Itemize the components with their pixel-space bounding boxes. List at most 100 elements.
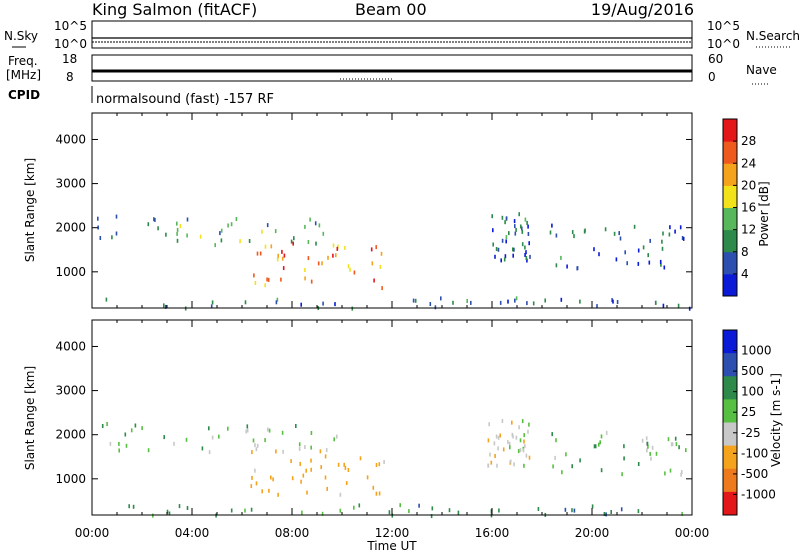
- echo-cell: [141, 426, 143, 431]
- y-tick-label: 2000: [55, 428, 86, 442]
- echo-cell: [457, 510, 460, 515]
- echo-cell: [675, 442, 678, 447]
- echo-cell: [254, 443, 256, 448]
- echo-cell: [261, 229, 263, 234]
- echo-cell: [307, 256, 310, 261]
- echo-cell: [528, 241, 530, 246]
- echo-cell: [353, 505, 355, 510]
- echo-cell: [526, 220, 528, 225]
- echo-cell: [501, 419, 504, 423]
- echo-cell: [509, 459, 512, 464]
- echo-cell: [298, 446, 301, 451]
- echo-cell: [125, 443, 128, 448]
- echo-cell: [105, 297, 108, 302]
- echo-cell: [659, 259, 662, 264]
- echo-cell: [604, 227, 607, 232]
- x-tick-label: 00:00: [675, 526, 710, 540]
- echo-cell: [521, 229, 524, 234]
- echo-cell: [318, 223, 321, 228]
- echo-cell: [434, 305, 437, 310]
- echo-cell: [616, 300, 619, 304]
- echo-cell: [681, 236, 684, 240]
- echo-cell: [489, 452, 491, 457]
- echo-cell: [650, 456, 652, 461]
- echo-cell: [333, 437, 335, 442]
- echo-cell: [178, 504, 181, 509]
- echo-cell: [521, 226, 523, 231]
- echo-cell: [662, 231, 664, 236]
- echo-cell: [186, 233, 188, 238]
- echo-cell: [164, 304, 167, 309]
- echo-cell: [310, 458, 312, 463]
- echo-cell: [319, 449, 322, 454]
- echo-cell: [343, 462, 345, 467]
- echo-cell: [500, 258, 502, 263]
- x-tick-label: 00:00: [75, 526, 110, 540]
- echo-cell: [671, 442, 674, 447]
- echo-cell: [336, 246, 339, 251]
- echo-cell: [326, 486, 328, 491]
- echo-cell: [664, 471, 666, 476]
- echo-cell: [166, 509, 169, 514]
- echo-cell: [186, 217, 189, 222]
- echo-cell: [591, 504, 594, 509]
- echo-cell: [512, 434, 514, 439]
- echo-cell: [524, 253, 526, 257]
- echo-cell: [351, 306, 354, 311]
- echo-cell: [334, 302, 336, 307]
- colorbar-tick-label: -100: [741, 446, 768, 460]
- echo-cell: [115, 214, 118, 219]
- echo-cell: [230, 508, 233, 513]
- frequency-strip: Freq. [MHz] 18 8 60 0 Nave: [6, 52, 777, 85]
- echo-cell: [524, 444, 526, 449]
- echo-cell: [505, 216, 508, 221]
- echo-cell: [244, 508, 246, 513]
- echo-region: [250, 449, 385, 497]
- echo-cell: [505, 235, 508, 239]
- echo-cell: [518, 212, 520, 217]
- freq-unit-label: [MHz]: [6, 68, 41, 82]
- echo-cell: [549, 230, 552, 235]
- echo-region: [101, 422, 338, 455]
- echo-cell: [99, 236, 102, 240]
- echo-cell: [109, 441, 112, 446]
- echo-cell: [646, 448, 648, 453]
- y-tick-label: 3000: [55, 177, 86, 191]
- echo-cell: [277, 253, 279, 258]
- echo-cell: [488, 422, 490, 427]
- echo-cell: [494, 454, 496, 458]
- echo-cell: [325, 448, 328, 453]
- echo-cell: [571, 464, 573, 469]
- echo-cell: [528, 422, 530, 427]
- echo-cell: [663, 265, 666, 270]
- echo-cell: [573, 234, 575, 239]
- echo-cell: [655, 451, 658, 456]
- echo-cell: [515, 227, 517, 232]
- colorbar-swatch: [723, 353, 737, 377]
- echo-cell: [300, 479, 302, 484]
- echo-cell: [661, 246, 664, 251]
- echo-cell: [647, 253, 649, 258]
- echo-cell: [497, 446, 499, 451]
- echo-cell: [612, 299, 614, 304]
- echo-cell: [431, 506, 434, 511]
- echo-cell: [246, 424, 249, 429]
- velocity-axes: 1000 2000 3000 4000: [55, 320, 693, 515]
- echo-cell: [655, 300, 657, 305]
- echo-cell: [264, 244, 267, 249]
- echo-cell: [214, 243, 216, 248]
- echo-cell: [277, 492, 279, 497]
- echo-cell: [514, 224, 516, 229]
- echo-cell: [304, 445, 306, 449]
- noise-strip: N.Sky 10^5 10^0 10^5 10^0 N.Search: [4, 19, 800, 51]
- echo-cell: [266, 223, 269, 228]
- power-data-layer: [97, 212, 691, 311]
- echo-cell: [507, 299, 509, 304]
- echo-cell: [499, 433, 501, 438]
- y-tick-label: 1000: [55, 265, 86, 279]
- echo-cell: [270, 475, 272, 480]
- colorbar-tick-label: 8: [741, 245, 749, 259]
- echo-cell: [551, 223, 553, 228]
- echo-cell: [618, 231, 620, 236]
